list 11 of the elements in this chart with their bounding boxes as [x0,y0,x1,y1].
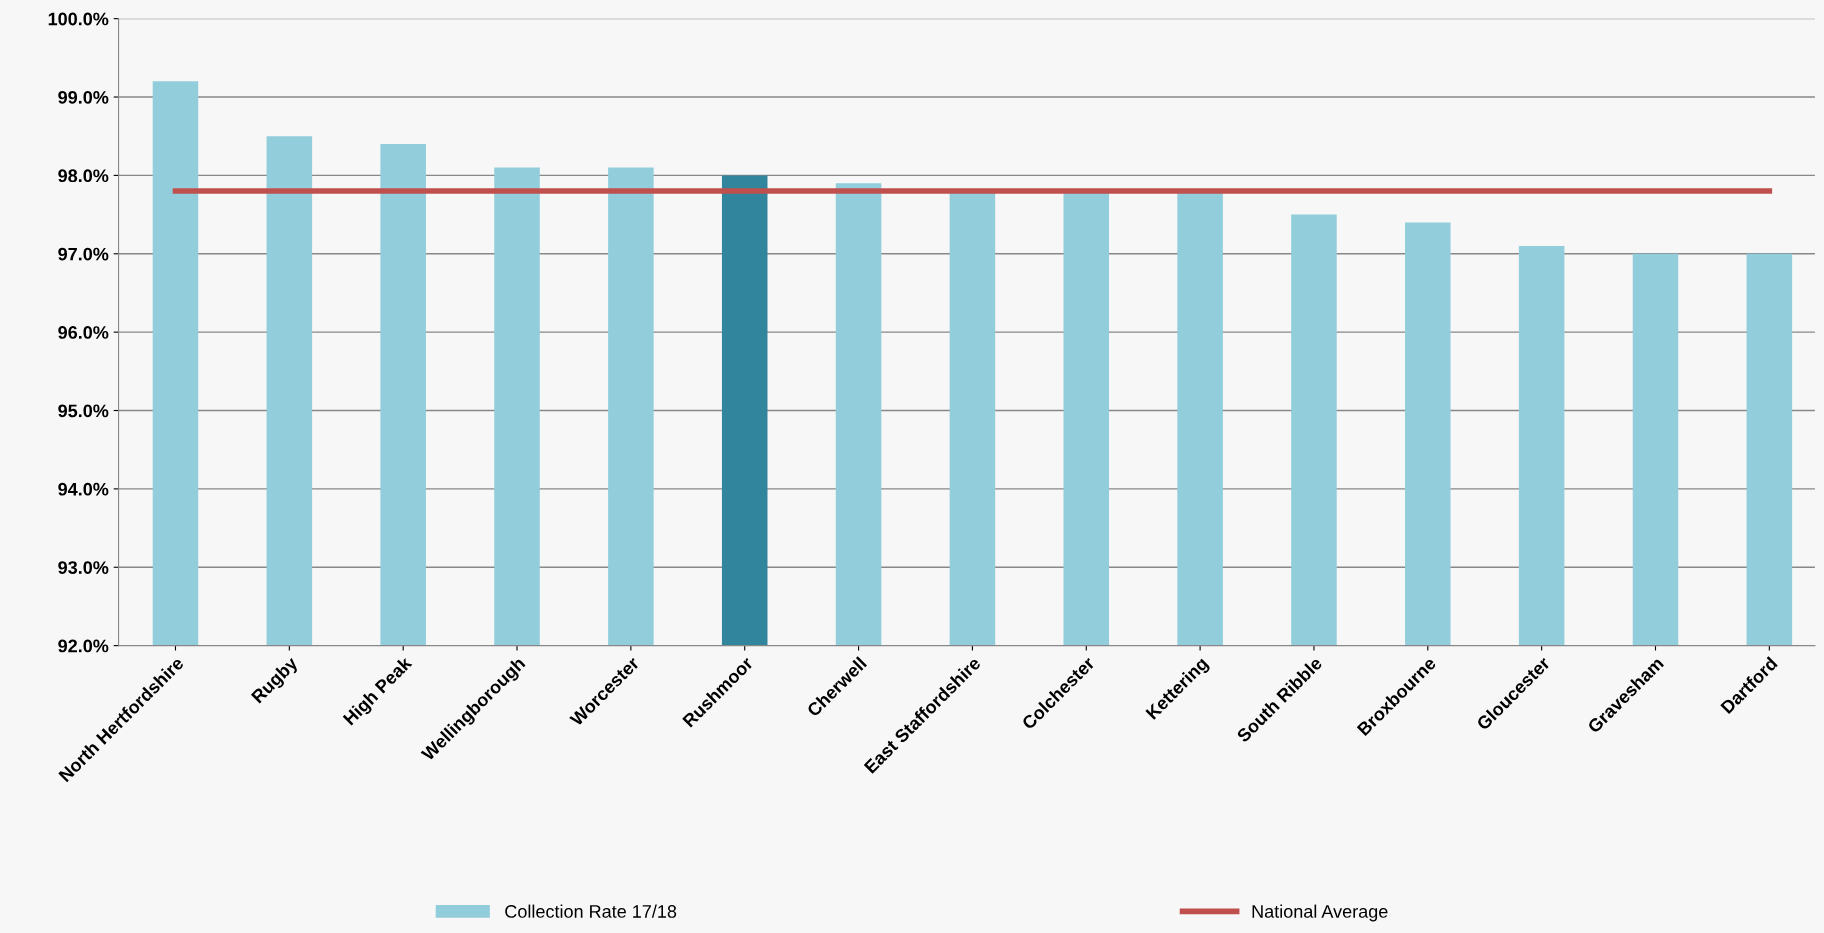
legend-label: National Average [1252,904,1388,922]
y-tick-label: 94.0% [58,482,109,496]
y-tick-label: 100.0% [48,12,109,26]
legend-label: Collection Rate 17/18 [505,904,677,918]
y-tick-label: 96.0% [58,326,109,339]
y-tick-label: 97.0% [58,247,109,261]
y-tick-label: 99.0% [58,90,109,104]
y-tick-label: 92.0% [58,639,109,653]
y-tick-label: 98.0% [58,169,109,183]
y-tick-label: 93.0% [58,561,109,575]
y-tick-label: 95.0% [58,404,109,418]
